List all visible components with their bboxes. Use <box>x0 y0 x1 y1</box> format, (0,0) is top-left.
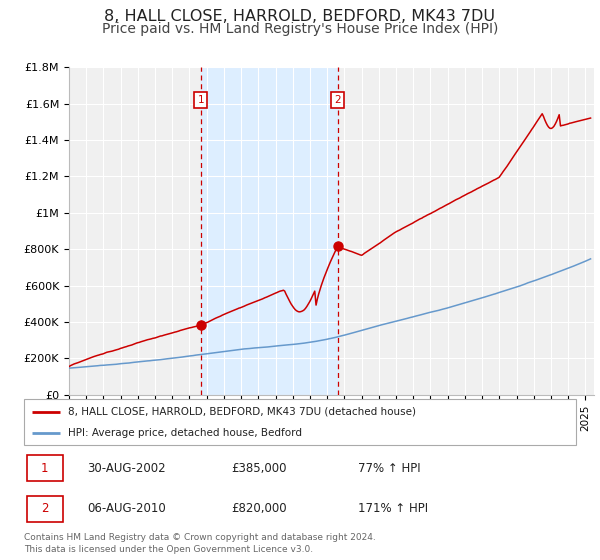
Text: £385,000: £385,000 <box>231 462 287 475</box>
FancyBboxPatch shape <box>27 455 62 481</box>
Text: 1: 1 <box>41 462 49 475</box>
Text: 8, HALL CLOSE, HARROLD, BEDFORD, MK43 7DU: 8, HALL CLOSE, HARROLD, BEDFORD, MK43 7D… <box>104 9 496 24</box>
Text: 06-AUG-2010: 06-AUG-2010 <box>88 502 166 515</box>
Text: 8, HALL CLOSE, HARROLD, BEDFORD, MK43 7DU (detached house): 8, HALL CLOSE, HARROLD, BEDFORD, MK43 7D… <box>68 407 416 417</box>
Text: Contains HM Land Registry data © Crown copyright and database right 2024.
This d: Contains HM Land Registry data © Crown c… <box>24 533 376 554</box>
Text: 30-AUG-2002: 30-AUG-2002 <box>88 462 166 475</box>
Text: 2: 2 <box>334 95 341 105</box>
FancyBboxPatch shape <box>27 496 62 522</box>
Text: 171% ↑ HPI: 171% ↑ HPI <box>358 502 428 515</box>
Text: HPI: Average price, detached house, Bedford: HPI: Average price, detached house, Bedf… <box>68 428 302 438</box>
Text: 1: 1 <box>197 95 204 105</box>
Text: 2: 2 <box>41 502 49 515</box>
Text: Price paid vs. HM Land Registry's House Price Index (HPI): Price paid vs. HM Land Registry's House … <box>102 22 498 36</box>
FancyBboxPatch shape <box>24 399 576 445</box>
Text: 77% ↑ HPI: 77% ↑ HPI <box>358 462 421 475</box>
Bar <box>200 67 338 395</box>
Text: £820,000: £820,000 <box>231 502 287 515</box>
